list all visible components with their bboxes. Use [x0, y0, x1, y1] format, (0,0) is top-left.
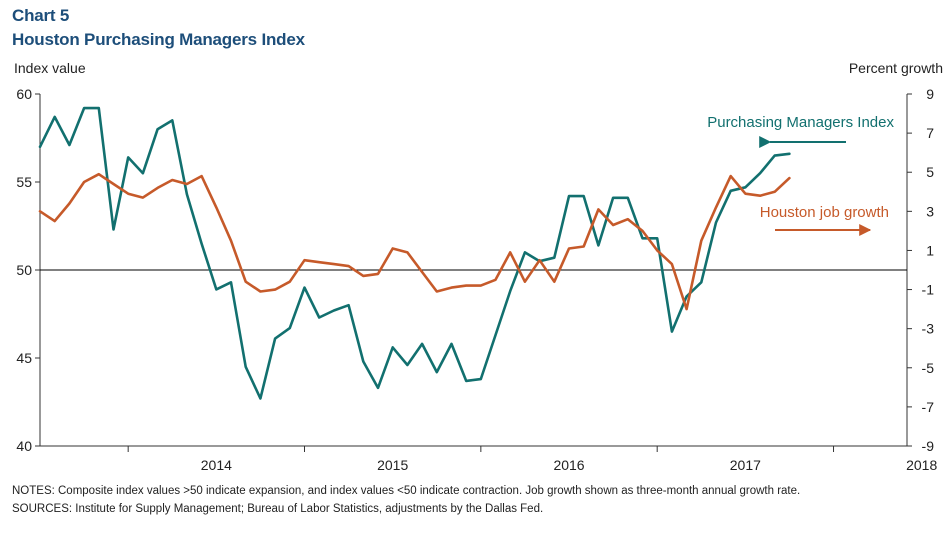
right-tick-label: -5 [922, 360, 935, 376]
sources-text: SOURCES: Institute for Supply Management… [12, 503, 544, 515]
left-tick-label: 55 [16, 174, 32, 190]
chart-title: Houston Purchasing Managers Index [12, 30, 305, 49]
right-tick-label: 3 [926, 203, 934, 219]
x-tick-label: 2016 [553, 457, 584, 473]
left-tick-label: 60 [16, 86, 32, 102]
annotations-group: Purchasing Managers Index Houston job gro… [707, 114, 894, 236]
job-growth-annotation: Houston job growth [760, 204, 889, 221]
right-tick-label: -7 [922, 399, 935, 415]
pmi-line [38, 106, 791, 400]
right-tick-label: -1 [922, 282, 935, 298]
right-axis-label: Percent growth [848, 60, 943, 76]
right-tick-label: -9 [922, 438, 935, 454]
x-tick-label: 2017 [730, 457, 761, 473]
x-tick-label: 2015 [377, 457, 408, 473]
job-growth-line [38, 172, 791, 311]
series-group [38, 106, 791, 400]
right-tick-label: 7 [926, 125, 934, 141]
x-tick-label: 2018 [906, 457, 937, 473]
left-tick-label: 40 [16, 438, 32, 454]
left-axis-label: Index value [14, 60, 86, 76]
right-tick-label: 5 [926, 164, 934, 180]
right-tick-label: 1 [926, 242, 934, 258]
chart-number: Chart 5 [12, 6, 70, 25]
axes-group: 40 45 50 55 60 -9 -7 -5 -3 -1 1 3 5 7 9 2014 2015 2016 201… [16, 86, 937, 473]
left-tick-label: 50 [16, 262, 32, 278]
x-tick-label: 2014 [201, 457, 232, 473]
right-tick-label: -3 [922, 321, 935, 337]
left-tick-label: 45 [16, 350, 32, 366]
pmi-annotation: Purchasing Managers Index [707, 114, 894, 131]
right-tick-label: 9 [926, 86, 934, 102]
notes-text: NOTES: Composite index values >50 indica… [12, 485, 801, 497]
